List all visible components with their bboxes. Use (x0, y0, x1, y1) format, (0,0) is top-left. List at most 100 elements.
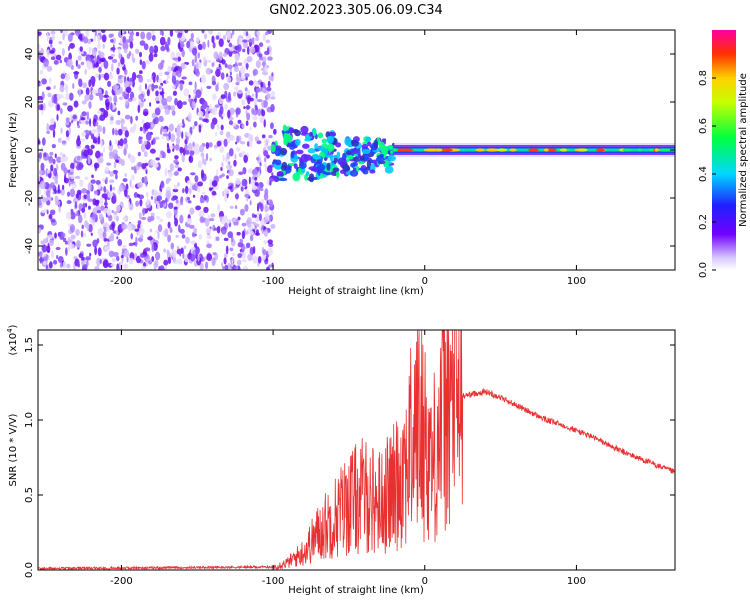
spectrogram-cell (254, 136, 259, 142)
spectrogram-cell (67, 33, 73, 42)
spectrogram-cell (373, 139, 379, 149)
spectrogram-cell (242, 265, 249, 270)
spectrogram-cell (176, 129, 182, 138)
spectrogram-cell (66, 211, 72, 220)
spectrogram-cell (208, 218, 215, 222)
spectrogram-cell (116, 67, 120, 75)
spectrogram-cell (104, 199, 108, 207)
spectrogram-cell (75, 59, 78, 67)
spectrogram-cell (51, 143, 56, 149)
spectrogram-cell (224, 253, 228, 258)
spectrogram-cell (181, 76, 187, 80)
spectrogram-cell (129, 31, 135, 36)
spectrogram-cell (367, 141, 372, 147)
snr-ytick-label: 0.0 (24, 562, 35, 578)
spectrogram-cell (137, 151, 141, 157)
spectrogram-cell (245, 63, 249, 69)
spectrogram-cell (154, 107, 161, 116)
spectrogram-cell (171, 249, 177, 258)
spectrogram-cell (78, 88, 81, 98)
spectrogram-cell (270, 122, 274, 130)
spectrogram-cell (224, 193, 228, 202)
spectrogram-cell (115, 85, 119, 89)
spectrogram-cell (125, 100, 129, 106)
colorbar-label: Normalized spectral amplitude (738, 73, 749, 227)
spectrogram-cell (69, 243, 75, 250)
spectrogram-cell (48, 239, 55, 247)
spectrogram-cell (84, 69, 87, 75)
spectrogram-cell (277, 171, 284, 178)
spectrogram-cell (102, 259, 109, 269)
spectrogram-cell (137, 161, 143, 167)
spectrogram-cell (93, 35, 97, 42)
spectrogram-cell (53, 60, 59, 65)
spectrogram-cell (74, 175, 81, 180)
spectrogram-cell (144, 247, 151, 252)
spectrogram-cell (365, 136, 371, 142)
spectrogram-cell (47, 92, 52, 98)
spectrogram-cell (82, 82, 88, 89)
spectrogram-cell (100, 152, 104, 157)
spectrogram-cell (157, 231, 160, 240)
spectrogram-cell (118, 96, 124, 101)
spectrogram-cell (161, 97, 168, 106)
spectrogram-cell (63, 233, 66, 237)
spectrogram-cell (155, 96, 160, 102)
spectrogram-cell (160, 150, 164, 156)
spectrogram-cell (49, 261, 53, 269)
spectrogram-cell (99, 259, 102, 264)
spectrogram-cell (264, 64, 268, 73)
spectrogram-cell (126, 76, 130, 82)
spectrogram-cell (69, 224, 76, 233)
spectrogram-cell (196, 62, 199, 70)
spectrogram-cell (135, 31, 140, 37)
spectrogram-cell (350, 162, 356, 168)
spectrogram-cell (80, 230, 84, 238)
spectrogram-cell (151, 30, 155, 36)
snr-ytick-label: 0.5 (24, 487, 35, 503)
spectrogram-cell (251, 185, 257, 191)
spectrogram-cell (70, 174, 75, 180)
spectrogram-cell (73, 100, 79, 108)
spectrogram-cell (622, 148, 633, 152)
spectrogram-cell (92, 118, 97, 127)
spectrogram-cell (77, 64, 81, 69)
spectrogram-cell (58, 205, 61, 213)
spectrogram-cell (221, 162, 224, 168)
spectrogram-cell (108, 33, 113, 39)
spectrogram-cell (222, 34, 226, 40)
spectrogram-cell (245, 76, 248, 81)
spectrogram-cell (225, 131, 231, 139)
spectrogram-cell (242, 259, 247, 263)
spectrogram-cell (434, 148, 443, 152)
spectrogram-cell (166, 142, 170, 149)
spectrogram-cell (258, 213, 262, 221)
spectrogram-cell (209, 157, 212, 162)
spectrogram-cell (141, 60, 146, 70)
spectrogram-cell (128, 242, 134, 247)
spectrogram-cell (143, 140, 148, 145)
spectrogram-cell (40, 240, 45, 245)
spectrogram-cell (206, 243, 212, 249)
spectrogram-cell (109, 74, 114, 80)
spectrogram-cell (265, 39, 271, 44)
spectrogram-cell (65, 130, 70, 138)
spectrogram-cell (78, 163, 84, 169)
spectrogram-cell (128, 201, 131, 208)
spectrogram-cell (268, 264, 273, 268)
spectrogram-cell (164, 41, 168, 50)
spectrogram-cell (188, 111, 192, 121)
spectrogram-cell (270, 211, 275, 216)
spectrogram-cell (191, 100, 196, 109)
spectrogram-cell (85, 120, 90, 125)
spectrogram-cell (202, 56, 207, 62)
spectrogram-cell (220, 124, 224, 131)
spectrogram-cell (45, 190, 51, 198)
spectrogram-cell (84, 145, 89, 149)
spectrogram-cell (50, 164, 54, 172)
spectrogram-cell (88, 205, 91, 210)
spectrogram-cell (237, 62, 243, 66)
spectrogram-cell (124, 143, 129, 150)
spectrogram-cell (499, 148, 504, 152)
spectrogram-cell (332, 154, 338, 159)
